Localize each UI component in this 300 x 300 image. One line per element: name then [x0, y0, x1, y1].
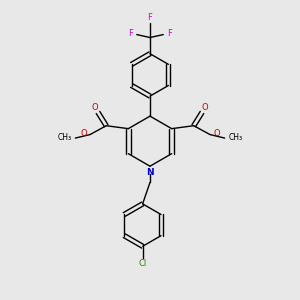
Text: CH₃: CH₃ — [229, 133, 243, 142]
Text: O: O — [213, 130, 220, 139]
Text: N: N — [146, 168, 154, 177]
Text: F: F — [128, 28, 133, 38]
Text: O: O — [92, 103, 98, 112]
Text: O: O — [202, 103, 208, 112]
Text: Cl: Cl — [139, 259, 147, 268]
Text: O: O — [80, 130, 87, 139]
Text: F: F — [167, 28, 172, 38]
Text: F: F — [148, 13, 152, 22]
Text: CH₃: CH₃ — [58, 133, 72, 142]
